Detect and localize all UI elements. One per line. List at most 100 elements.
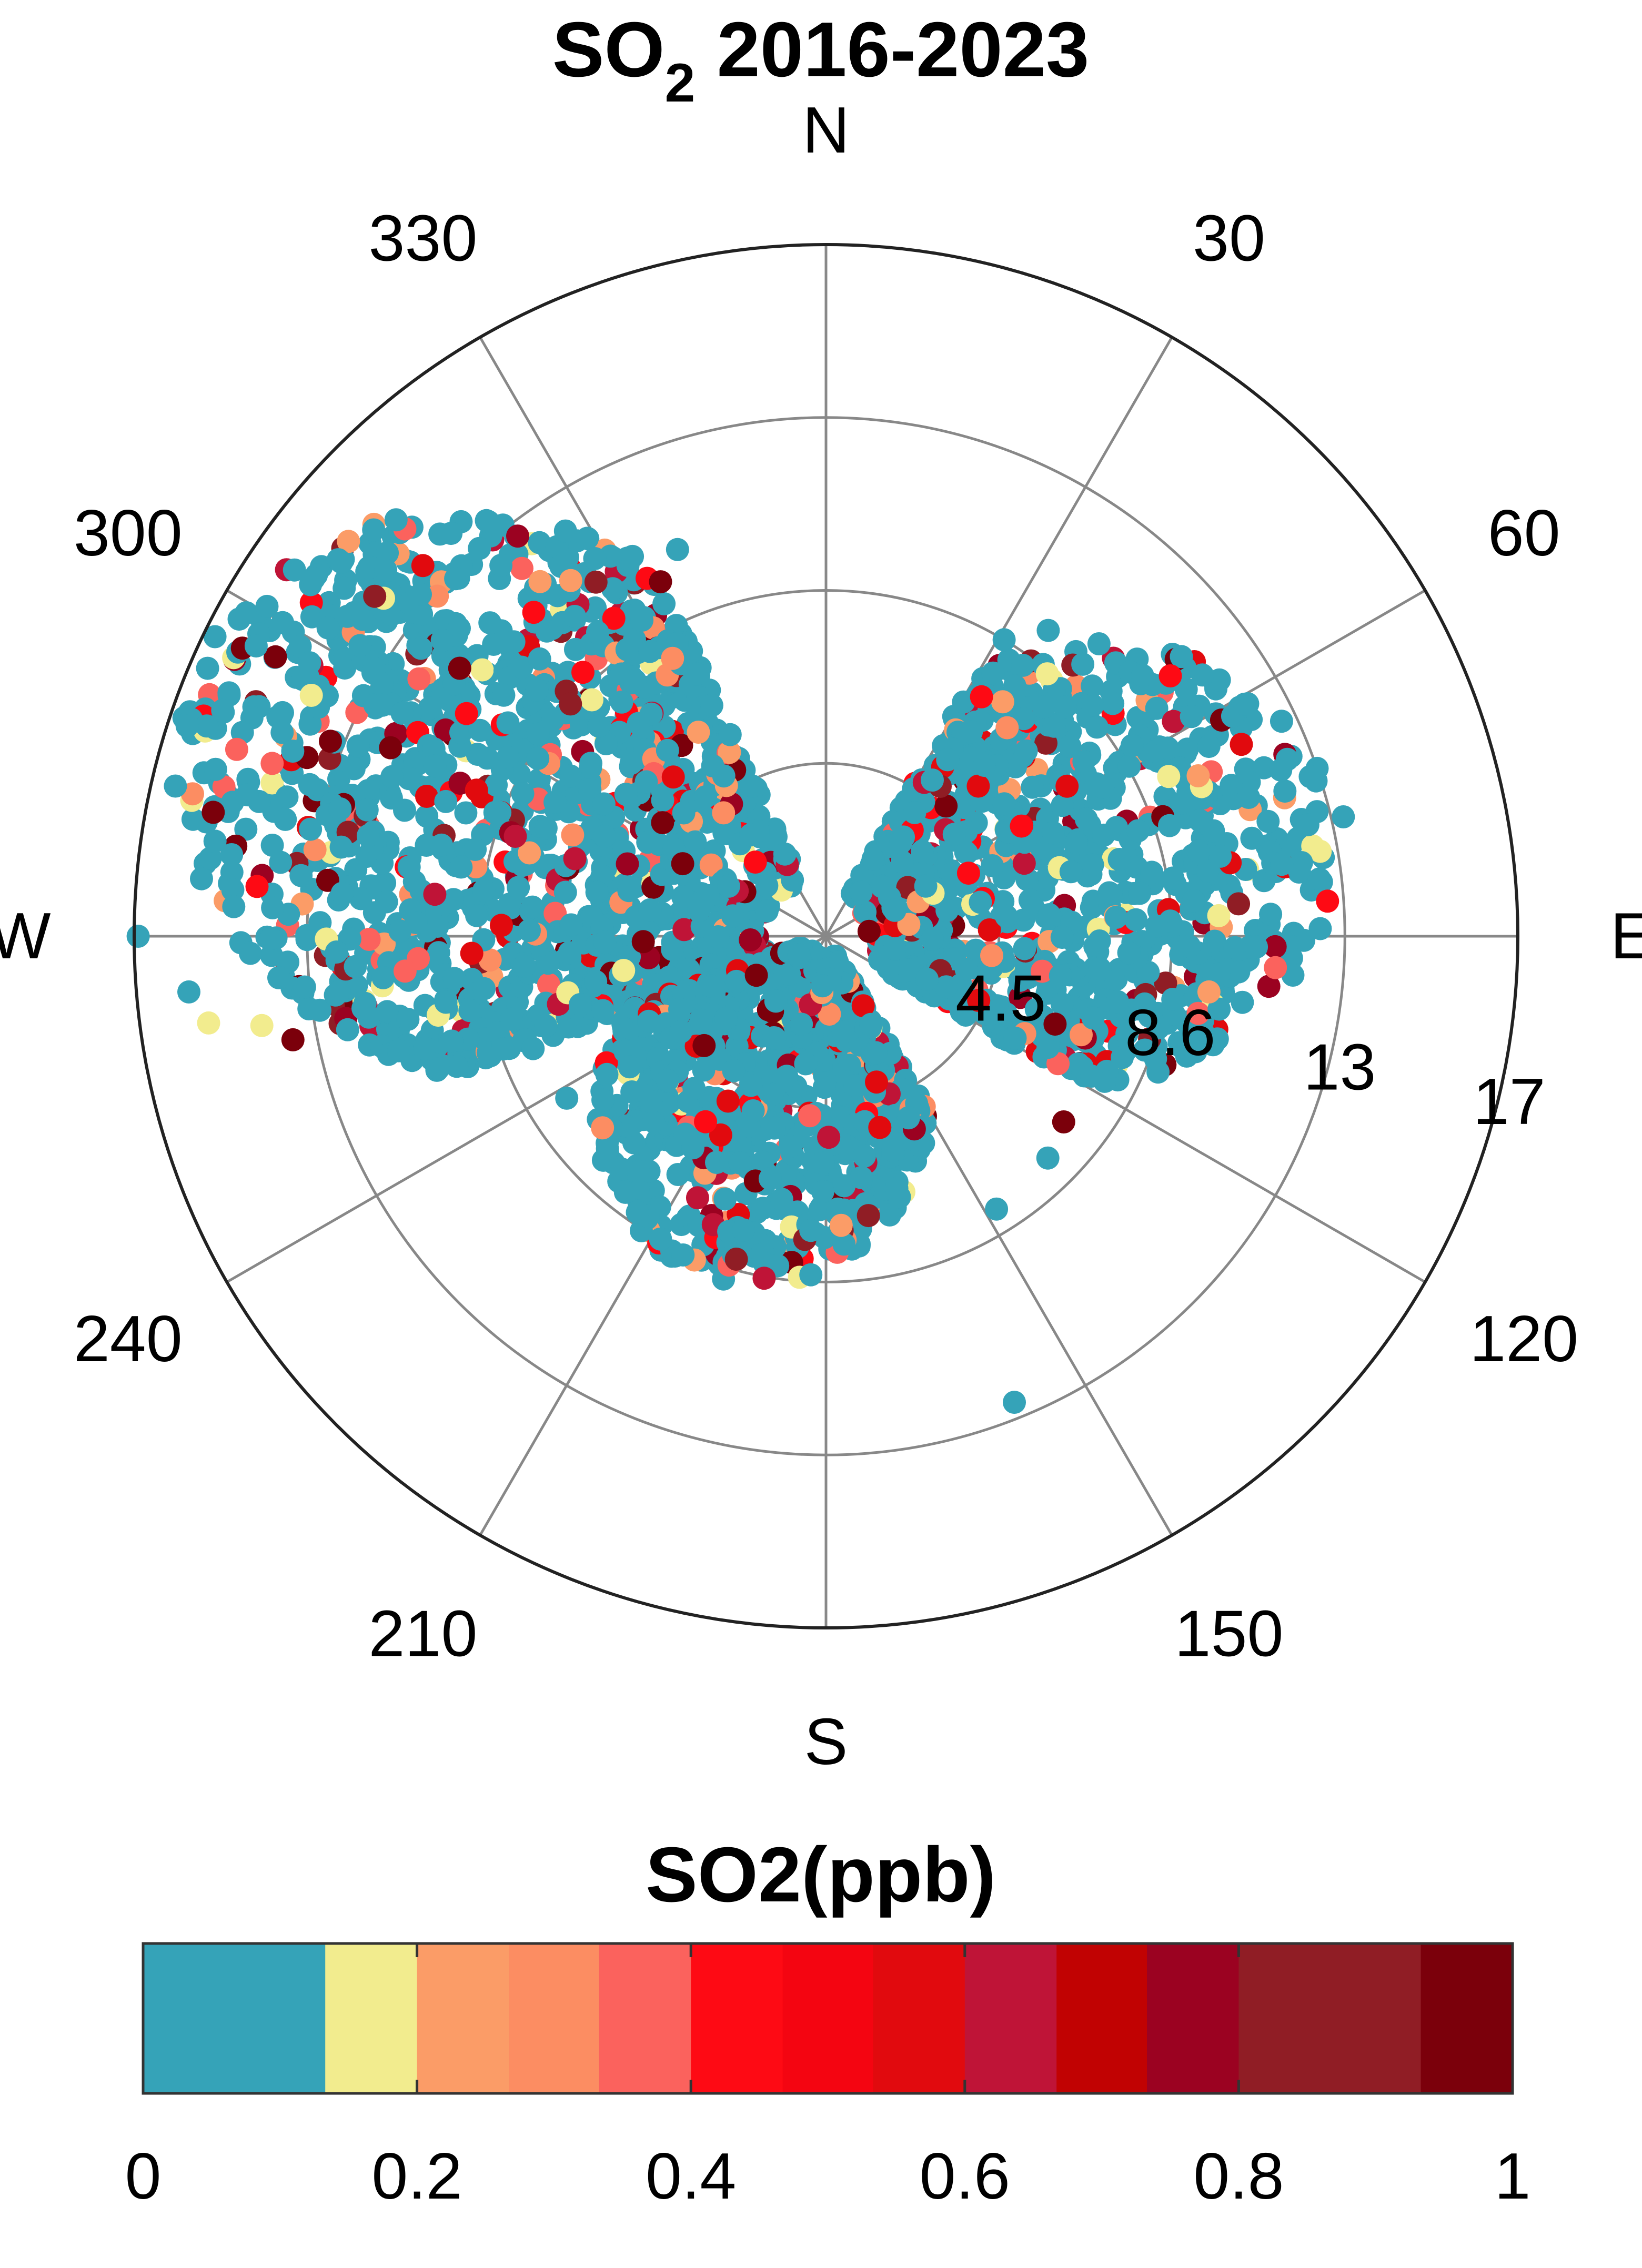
data-point bbox=[811, 1180, 834, 1203]
data-point bbox=[1203, 929, 1226, 953]
angle-tick-label: 30 bbox=[1193, 202, 1265, 275]
data-point bbox=[956, 862, 980, 885]
data-point bbox=[627, 712, 650, 735]
data-point bbox=[618, 1055, 641, 1079]
data-point bbox=[337, 530, 360, 553]
data-point bbox=[883, 898, 906, 922]
data-point bbox=[1037, 903, 1061, 926]
data-point bbox=[525, 679, 549, 702]
data-point bbox=[299, 817, 323, 841]
data-point bbox=[980, 944, 1003, 967]
data-point bbox=[426, 584, 449, 608]
data-point bbox=[751, 1197, 774, 1220]
colorbar-segment bbox=[509, 1943, 600, 2093]
data-point bbox=[960, 720, 983, 744]
data-point bbox=[1041, 821, 1065, 845]
data-point bbox=[202, 801, 225, 824]
data-point bbox=[444, 567, 468, 591]
data-point bbox=[203, 625, 227, 649]
data-point bbox=[985, 994, 1009, 1018]
data-point bbox=[865, 1070, 888, 1094]
data-point bbox=[591, 999, 615, 1022]
data-point bbox=[1281, 964, 1305, 987]
data-point bbox=[743, 850, 767, 874]
data-point bbox=[936, 748, 960, 772]
colorbar-segment bbox=[964, 1943, 1057, 2093]
angle-tick-label: N bbox=[802, 94, 850, 167]
data-point bbox=[1003, 674, 1026, 697]
data-point bbox=[903, 801, 926, 824]
data-point bbox=[594, 732, 618, 755]
angle-tick-label: 210 bbox=[369, 1598, 478, 1670]
data-point bbox=[397, 767, 421, 791]
data-point bbox=[773, 842, 797, 866]
data-point bbox=[1117, 754, 1141, 778]
polar-outer-ring bbox=[133, 243, 1519, 1629]
data-point bbox=[1207, 997, 1231, 1021]
data-point bbox=[295, 924, 318, 947]
data-point bbox=[935, 899, 959, 923]
radial-tick-label: 17 bbox=[1473, 1066, 1546, 1138]
data-point bbox=[758, 1167, 782, 1190]
data-point bbox=[1264, 956, 1287, 979]
data-point bbox=[442, 967, 466, 990]
data-point bbox=[1055, 774, 1079, 798]
data-point bbox=[954, 958, 978, 981]
data-point bbox=[1170, 645, 1193, 669]
data-point bbox=[728, 1131, 752, 1155]
data-point bbox=[512, 955, 536, 978]
data-point bbox=[669, 1020, 693, 1044]
chart-title: SO2 2016-2023 bbox=[552, 6, 1090, 114]
data-point bbox=[818, 1003, 841, 1026]
data-point bbox=[934, 975, 958, 999]
data-point bbox=[970, 685, 993, 708]
data-point bbox=[465, 778, 488, 802]
data-point bbox=[942, 823, 966, 846]
angle-tick-label: E bbox=[1610, 900, 1642, 973]
data-point bbox=[619, 752, 643, 775]
data-point bbox=[969, 890, 992, 914]
data-point bbox=[579, 756, 602, 779]
data-point bbox=[1240, 826, 1264, 850]
data-point bbox=[558, 941, 581, 965]
data-point bbox=[496, 711, 520, 735]
colorbar-tick-label: 0.2 bbox=[371, 2140, 462, 2213]
data-point bbox=[1081, 1006, 1105, 1030]
angle-tick-label: 300 bbox=[74, 497, 183, 570]
data-point bbox=[991, 690, 1014, 714]
data-point bbox=[260, 752, 284, 775]
data-point bbox=[699, 853, 723, 877]
data-point bbox=[510, 556, 533, 580]
data-point bbox=[397, 855, 421, 879]
data-point bbox=[617, 879, 641, 903]
data-point bbox=[404, 911, 428, 934]
data-point bbox=[1230, 733, 1253, 756]
data-point bbox=[555, 1086, 579, 1110]
data-point bbox=[1008, 968, 1032, 992]
colorbar-frame bbox=[142, 1942, 1514, 2095]
data-point bbox=[630, 609, 654, 632]
data-point bbox=[415, 785, 438, 808]
data-point bbox=[1273, 779, 1297, 803]
data-point bbox=[336, 1018, 359, 1041]
data-point bbox=[778, 962, 801, 986]
data-point bbox=[472, 878, 496, 902]
data-point bbox=[563, 847, 587, 870]
data-point bbox=[1081, 853, 1104, 877]
data-point bbox=[409, 583, 432, 606]
data-point bbox=[472, 977, 496, 1000]
data-point bbox=[652, 592, 676, 615]
data-point bbox=[1270, 710, 1293, 733]
chart-title-suffix: 2016-2023 bbox=[695, 6, 1089, 93]
data-point bbox=[658, 966, 681, 989]
data-point bbox=[333, 648, 356, 672]
data-point bbox=[270, 721, 294, 744]
data-point bbox=[476, 746, 499, 770]
data-point bbox=[616, 852, 639, 876]
data-point bbox=[1275, 747, 1299, 771]
angle-tick-label: S bbox=[804, 1706, 848, 1778]
data-point bbox=[1188, 809, 1212, 833]
data-point bbox=[236, 783, 259, 807]
data-point bbox=[1107, 848, 1131, 871]
data-point bbox=[468, 718, 492, 742]
